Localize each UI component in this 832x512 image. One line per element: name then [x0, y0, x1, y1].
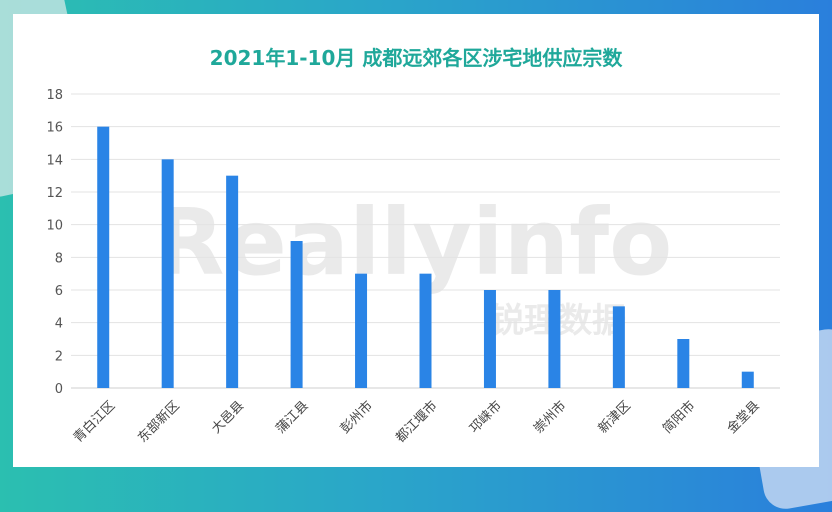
- x-tick-label: 都江堰市: [392, 398, 440, 446]
- bar: [677, 339, 690, 388]
- chart-card: 2021年1-10月 成都远郊各区涉宅地供应宗数 Reallyinfo 锐理数据…: [13, 14, 819, 467]
- y-tick-label: 0: [55, 382, 63, 397]
- bar: [612, 306, 625, 388]
- bar: [741, 371, 754, 388]
- bar: [548, 290, 561, 388]
- bar: [290, 241, 303, 388]
- x-tick-label: 新津区: [595, 398, 634, 437]
- chart-title: 2021年1-10月 成都远郊各区涉宅地供应宗数: [209, 46, 623, 70]
- y-tick-label: 16: [46, 121, 63, 136]
- bar: [355, 273, 368, 388]
- bar-chart: Reallyinfo 锐理数据 0 2 4 6 8 10 12 14 16 18 青白江区东部新区…: [46, 88, 780, 446]
- x-tick-label: 大邑县: [209, 398, 247, 436]
- x-tick-label: 简阳市: [659, 398, 698, 437]
- y-tick-label: 6: [55, 284, 63, 299]
- bar: [161, 159, 174, 388]
- watermark: Reallyinfo 锐理数据: [154, 189, 673, 341]
- y-tick-label: 2: [55, 349, 63, 364]
- watermark-logo: Reallyinfo: [154, 189, 673, 296]
- x-tick-label: 青白江区: [70, 398, 118, 446]
- y-tick-label: 4: [55, 317, 63, 332]
- x-tick-label: 金堂县: [724, 398, 763, 437]
- x-tick-label: 邛崃市: [466, 398, 505, 437]
- y-tick-label: 10: [46, 219, 63, 234]
- bar: [226, 175, 239, 388]
- x-tick-label: 彭州市: [337, 398, 376, 437]
- bar: [419, 273, 432, 388]
- x-tick-label: 东部新区: [135, 398, 183, 446]
- y-tick-label: 12: [46, 186, 63, 201]
- x-tick-label: 崇州市: [531, 398, 570, 437]
- y-tick-label: 18: [46, 88, 63, 103]
- x-tick-label: 蒲江县: [273, 398, 311, 436]
- bar: [97, 126, 110, 389]
- bar: [483, 290, 496, 388]
- y-tick-label: 14: [46, 153, 63, 168]
- y-tick-label: 8: [55, 251, 63, 266]
